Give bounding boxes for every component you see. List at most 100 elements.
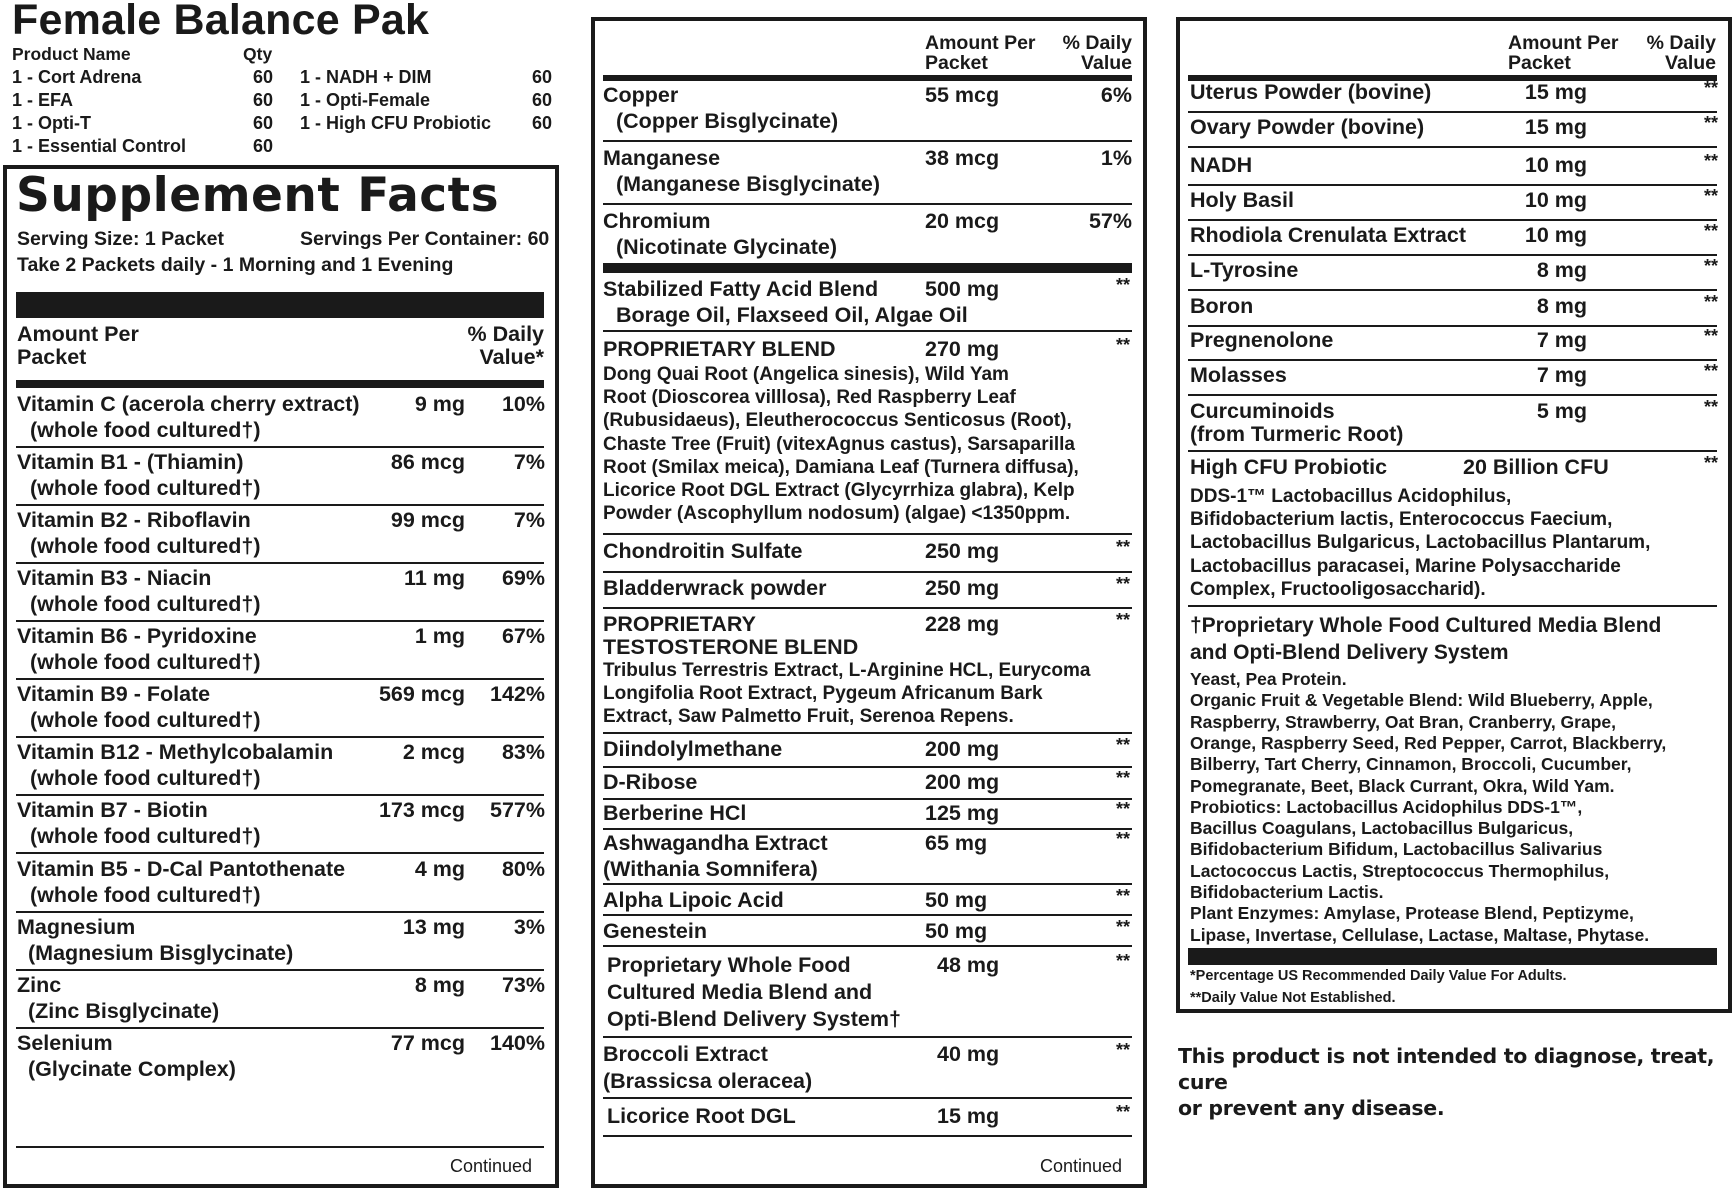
ingredient-daily-value: **: [1115, 574, 1130, 594]
probiotic-strain-line: DDS-1™ Lactobacillus Acidophilus,: [1190, 486, 1512, 507]
ingredient-name: Molasses: [1190, 363, 1287, 387]
medium-divider: [603, 75, 1132, 81]
row-divider: [1188, 325, 1717, 327]
row-divider: [16, 911, 544, 913]
ingredient-name: Opti-Blend Delivery System†: [607, 1007, 901, 1031]
product-item: 1 - High CFU Probiotic: [300, 113, 491, 133]
nutrient-daily-value: 80%: [501, 857, 545, 881]
row-divider: [16, 852, 544, 854]
ingredient-name: Chondroitin Sulfate: [603, 539, 803, 563]
qty-header: Qty: [243, 44, 273, 64]
ingredient-name: Rhodiola Crenulata Extract: [1190, 223, 1466, 247]
row-divider: [603, 1097, 1132, 1099]
row-divider: [16, 678, 544, 680]
amount-per-header-3: Amount Per Packet: [1508, 33, 1619, 73]
row-divider: [603, 766, 1132, 768]
product-title: Female Balance Pak: [12, 0, 430, 44]
blend-ingredients-line: Dong Quai Root (Angelica sinesis), Wild …: [603, 364, 1009, 385]
ingredient-daily-value: **: [1115, 335, 1130, 355]
row-divider: [1188, 394, 1717, 396]
ingredient-amount: 7 mg: [1536, 328, 1587, 352]
ingredient-daily-value: **: [1703, 113, 1718, 133]
ingredient-source: (from Turmeric Root): [1190, 422, 1404, 446]
ingredient-name: Proprietary Whole Food: [607, 953, 851, 977]
nutrient-source: (whole food cultured†): [30, 592, 261, 616]
ingredient-name: Cultured Media Blend and: [607, 980, 873, 1004]
nutrient-amount: 38 mcg: [925, 146, 1000, 170]
nutrient-source: (whole food cultured†): [30, 476, 261, 500]
product-item: 1 - NADH + DIM: [300, 67, 432, 87]
ingredient-source: (Withania Somnifera): [603, 857, 818, 881]
thick-divider: [603, 263, 1132, 273]
media-blend-title: and Opti-Blend Delivery System: [1190, 641, 1509, 664]
row-divider: [603, 914, 1132, 916]
daily-label: % Daily: [1646, 32, 1716, 54]
nutrient-source: (Manganese Bisglycinate): [616, 172, 881, 196]
media-blend-line: Lactococcus Lactis, Streptococcus Thermo…: [1190, 860, 1610, 881]
nutrient-name: Vitamin B5 - D-Cal Pantothenate: [17, 857, 346, 881]
ingredient-daily-value: **: [1115, 610, 1130, 630]
nutrient-name: Selenium: [17, 1031, 113, 1055]
ingredient-name: Alpha Lipoic Acid: [603, 888, 784, 912]
packet-label: Packet: [1508, 52, 1571, 74]
product-qty: 60: [253, 136, 274, 156]
supplement-facts-title: Supplement Facts: [16, 168, 500, 223]
ingredient-amount: 7 mg: [1536, 363, 1587, 387]
disclaimer-line: or prevent any disease.: [1178, 1096, 1445, 1120]
product-qty: 60: [253, 67, 274, 87]
daily-label: % Daily: [1062, 32, 1132, 54]
ingredient-source: Borage Oil, Flaxseed Oil, Algae Oil: [616, 303, 968, 327]
amount-per-label: Amount Per: [925, 32, 1036, 54]
ingredient-name: Pregnenolone: [1190, 328, 1334, 352]
nutrient-amount: 9 mg: [414, 392, 465, 416]
media-blend-line: Raspberry, Strawberry, Oat Bran, Cranber…: [1190, 711, 1616, 732]
ingredient-name: Licorice Root DGL: [607, 1104, 796, 1128]
ingredient-amount: 15 mg: [1524, 80, 1587, 104]
nutrient-amount: 20 mcg: [925, 209, 1000, 233]
amount-per-label: Amount Per: [17, 322, 139, 346]
product-qty: 60: [532, 90, 553, 110]
ingredient-amount: 125 mg: [925, 801, 1000, 825]
nutrient-daily-value: 7%: [513, 450, 545, 474]
nutrient-daily-value: 57%: [1088, 209, 1132, 233]
ingredient-amount: 200 mg: [925, 770, 1000, 794]
ingredient-name: Broccoli Extract: [603, 1042, 768, 1066]
nutrient-amount: 2 mcg: [402, 740, 465, 764]
row-divider: [603, 607, 1132, 609]
ingredient-name: Genestein: [603, 919, 707, 943]
nutrient-name: Zinc: [17, 973, 62, 997]
daily-value-header-2: % Daily Value: [1030, 33, 1132, 73]
product-qty: 60: [532, 67, 553, 87]
media-blend-line: Bifidobacterium Bifidum, Lactobacillus S…: [1190, 839, 1603, 860]
row-divider: [1188, 146, 1717, 148]
row-divider: [603, 798, 1132, 800]
nutrient-daily-value: 3%: [513, 915, 545, 939]
nutrient-name: Chromium: [603, 209, 711, 233]
nutrient-name: Vitamin B3 - Niacin: [17, 566, 212, 590]
nutrient-name: Vitamin C (acerola cherry extract): [17, 392, 360, 416]
row-divider: [16, 446, 544, 448]
ingredient-name: Stabilized Fatty Acid Blend: [603, 277, 879, 301]
row-divider: [603, 330, 1132, 332]
nutrient-amount: 13 mg: [402, 915, 465, 939]
amount-per-header-2: Amount Per Packet: [925, 33, 1036, 73]
row-divider: [603, 732, 1132, 734]
medium-divider: [1188, 75, 1717, 81]
supplement-facts-panel-1: [3, 165, 559, 1188]
ingredient-name: Curcuminoids: [1190, 399, 1335, 423]
thick-divider: [16, 292, 544, 318]
row-divider: [603, 945, 1132, 947]
medium-divider: [16, 380, 544, 388]
supplement-facts-panel-2: [591, 17, 1147, 1188]
row-divider: [16, 1027, 544, 1029]
ingredient-amount: 8 mg: [1536, 258, 1587, 282]
product-item: 1 - EFA: [12, 90, 74, 110]
nutrient-amount: 55 mcg: [925, 83, 1000, 107]
value-label: Value: [1081, 52, 1132, 74]
nutrient-daily-value: 1%: [1100, 146, 1132, 170]
directions: Take 2 Packets daily - 1 Morning and 1 E…: [17, 254, 454, 276]
row-divider: [16, 504, 544, 506]
blend-ingredients-line: Chaste Tree (Fruit) (vitexAgnus castus),…: [603, 433, 1075, 455]
nutrient-daily-value: 142%: [490, 682, 545, 706]
ingredient-name: D-Ribose: [603, 770, 698, 794]
